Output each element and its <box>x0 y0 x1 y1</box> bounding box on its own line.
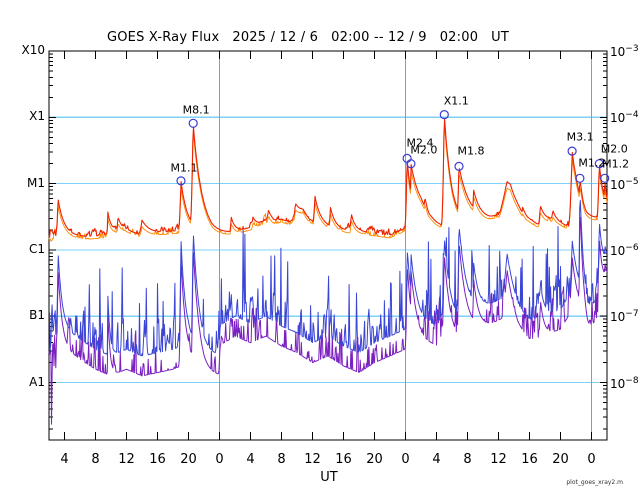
flare-label: M1.8 <box>457 144 485 158</box>
flare-label: M1.2 <box>578 156 606 170</box>
x-axis-tick-label: 8 <box>277 452 286 467</box>
x-axis-tick-label: 16 <box>335 452 352 467</box>
flare-marker <box>575 173 585 183</box>
y-axis-class-label: C1 <box>28 241 45 256</box>
y-axis-class-label: M1 <box>27 175 45 190</box>
y-axis-class-label: A1 <box>29 374 45 389</box>
flare-label: M2.4 <box>406 136 434 150</box>
y-axis-flux-label: 10−8 <box>610 375 639 391</box>
x-axis-tick-label: 20 <box>366 452 383 467</box>
x-axis-tick-label: 8 <box>463 452 472 467</box>
plot-credit: plot_goes_xray2.m <box>566 479 623 486</box>
x-axis-tick-label: 4 <box>60 452 69 467</box>
short-wavelength-secondary-series <box>48 216 608 425</box>
plot-frame <box>48 50 608 441</box>
y-axis-class-label: X10 <box>21 43 46 57</box>
flare-label: M8.1 <box>182 103 210 117</box>
x-axis-tick-label: 8 <box>91 452 100 467</box>
x-axis-tick-label: 12 <box>304 452 321 467</box>
flare-marker <box>454 161 464 171</box>
flare-marker <box>406 159 416 169</box>
chart-title: GOES X-Ray Flux 2025 / 12 / 6 02:00 -- 1… <box>106 30 510 45</box>
x-axis-tick-label: 16 <box>521 452 538 467</box>
y-axis-class-label: B1 <box>29 308 45 323</box>
flare-marker <box>594 159 604 169</box>
y-axis-flux-label: 10−3 <box>610 44 639 59</box>
flare-label: M1.1 <box>170 161 198 175</box>
grid-layer <box>49 51 607 440</box>
y-axis-flux-label: 10−7 <box>610 309 639 325</box>
x-axis-tick-label: 16 <box>149 452 166 467</box>
flare-label: M3.1 <box>566 130 594 144</box>
flare-label: M1.2 <box>602 157 630 171</box>
x-axis-tick-label: 0 <box>401 452 410 467</box>
long-wavelength-primary-series <box>48 118 608 238</box>
flare-marker <box>176 176 186 186</box>
axes-layer <box>48 50 608 441</box>
y-axis-flux-label: 10−5 <box>610 176 639 192</box>
flare-marker <box>567 146 577 156</box>
flare-marker <box>600 173 610 183</box>
short-wavelength-primary-series <box>48 200 608 357</box>
flare-label: M2.0 <box>410 143 438 157</box>
flare-label: M2.0 <box>600 142 628 156</box>
x-axis-title: UT <box>320 470 338 485</box>
x-axis-tick-label: 12 <box>490 452 507 467</box>
x-axis-tick-label: 0 <box>215 452 224 467</box>
x-axis-tick-label: 4 <box>432 452 441 467</box>
x-axis-tick-label: 20 <box>552 452 569 467</box>
flare-label: X1.1 <box>443 94 469 108</box>
x-axis-tick-label: 4 <box>246 452 255 467</box>
y-axis-flux-label: 10−6 <box>610 242 639 258</box>
y-axis-flux-label: 10−4 <box>610 110 639 126</box>
x-axis-tick-label: 12 <box>118 452 135 467</box>
flare-marker <box>439 109 449 120</box>
x-axis-tick-label: 20 <box>180 452 197 467</box>
flare-marker <box>188 118 198 128</box>
y-axis-class-label: X1 <box>29 109 45 124</box>
x-axis-tick-label: 0 <box>587 452 596 467</box>
